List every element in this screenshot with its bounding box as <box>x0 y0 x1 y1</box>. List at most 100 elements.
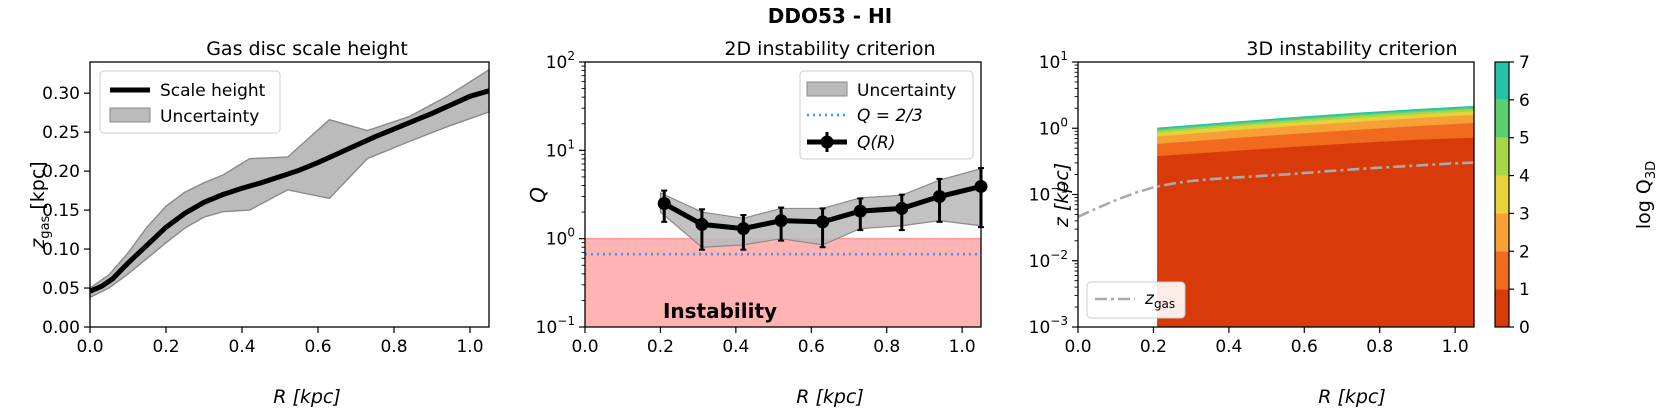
instability-region <box>585 238 981 327</box>
legend-q-marker <box>820 135 834 149</box>
panel3-ytick-label: 10−1 <box>1029 182 1068 206</box>
panel3-xtick-label: 0.6 <box>1291 337 1318 357</box>
panel3-xtick-label: 0.8 <box>1366 337 1393 357</box>
colorbar-segment-6 <box>1495 62 1509 100</box>
scale-height-line <box>89 88 490 294</box>
panel3-ytick-label: 101 <box>1039 49 1068 73</box>
panel2-legend: Uncertainty Q = 2/3 Q(R) <box>799 70 974 160</box>
instability-label: Instability <box>663 299 777 323</box>
panel1-xtick-label: 0.6 <box>304 337 331 357</box>
figure-title: DDO53 - HI <box>768 4 892 28</box>
legend-band-swatch <box>806 81 848 97</box>
q-point <box>736 222 750 236</box>
panel1-ytick-label: 0.20 <box>42 162 80 182</box>
panel2-xtick-label: 0.0 <box>571 337 598 357</box>
panel1-plot-area: 0.0 0.2 0.4 0.6 0.8 1.0 0.00 0.05 0.10 0.15 0.20 0.… <box>42 61 490 357</box>
colorbar: 0 1 2 3 4 5 6 7 <box>1494 53 1530 338</box>
zgas-line <box>1077 161 1475 219</box>
panel1-ylabel-main: z <box>27 238 49 250</box>
colorbar-segment-1 <box>1495 251 1509 290</box>
panel2-ytick-label: 10−1 <box>536 314 575 338</box>
panel1-ytick-label: 0.30 <box>42 84 80 104</box>
colorbar-segment-2 <box>1495 213 1509 252</box>
panel1-xtick-label: 0.4 <box>228 337 255 357</box>
legend-box <box>1086 281 1186 319</box>
colorbar-segment-5 <box>1495 99 1509 138</box>
legend-label-uncertainty: Uncertainty <box>857 81 956 101</box>
panel3-xtick-label: 0.0 <box>1064 337 1091 357</box>
panel-scale-height: Gas disc scale height 0.0 0.2 0.4 0.6 0.8 1.0… <box>27 38 490 408</box>
panel2-xtick-label: 0.6 <box>798 337 825 357</box>
panel-2d-instability: 2D instability criterion Instability 0.0 0… <box>526 38 988 408</box>
panel3-xtick-label: 1.0 <box>1442 337 1469 357</box>
panel3-ytick-label: 10−3 <box>1029 314 1068 338</box>
panel2-xtick-label: 1.0 <box>949 337 976 357</box>
panel3-xtick-label: 0.4 <box>1215 337 1242 357</box>
panel1-ytick-label: 0.10 <box>42 240 80 260</box>
panel1-title: Gas disc scale height <box>206 38 408 60</box>
panel1-ylabel: zgas [kpc] <box>27 161 53 249</box>
panel1-ytick-label: 0.05 <box>42 279 80 299</box>
legend-label-uncertainty: Uncertainty <box>160 107 259 127</box>
panel1-legend: Scale height Uncertainty <box>99 70 281 134</box>
panel1-ylabel-sub: gas <box>38 215 53 238</box>
panel3-ylabel: z [kpc] <box>1051 163 1073 228</box>
panel1-xtick-label: 0.8 <box>380 337 407 357</box>
panel2-frame <box>584 61 982 328</box>
colorbar-label-main: log Q <box>1633 179 1655 229</box>
panel1-xtick-label: 0.0 <box>76 337 103 357</box>
panel3-xlabel-text: R [kpc] <box>1318 386 1386 408</box>
q-point <box>895 201 909 215</box>
panel2-plot-area: Instability 0.0 0.2 0.4 0.6 0.8 1.0 10−1 100 101 1… <box>536 49 988 357</box>
panel-3d-instability: 3D instability criterion 0.0 0.2 0.4 0.6 0.8… <box>1029 38 1659 408</box>
colorbar-tick-label: 3 <box>1519 204 1530 224</box>
panel3-legend: zgas <box>1086 281 1186 319</box>
panel1-xlabel: R [kpc] <box>273 386 341 408</box>
panel2-xtick-label: 0.8 <box>873 337 900 357</box>
panel1-xtick-label: 1.0 <box>456 337 483 357</box>
panel3-plot-area: 0.0 0.2 0.4 0.6 0.8 1.0 10−3 10−2 10−1 100 101 zgas <box>1029 49 1475 357</box>
q-point <box>816 215 830 229</box>
legend-band-swatch <box>109 107 151 123</box>
panel2-xtick-label: 0.4 <box>722 337 749 357</box>
q-point <box>695 217 709 231</box>
panel1-ytick-label: 0.25 <box>42 123 80 143</box>
contour-level-0-1 <box>1157 137 1474 327</box>
legend-label-q: Q(R) <box>857 133 895 153</box>
panel2-xtick-label: 0.2 <box>647 337 674 357</box>
colorbar-tick-label: 5 <box>1519 129 1530 149</box>
colorbar-tick-label: 1 <box>1519 280 1530 300</box>
panel2-ytick-label: 102 <box>546 49 575 73</box>
panel3-ytick-label: 100 <box>1039 115 1068 139</box>
panel3-ytick-label: 10−2 <box>1029 248 1068 272</box>
legend-label-scale-height: Scale height <box>160 81 266 101</box>
q-point <box>933 190 947 204</box>
panel2-ytick-label: 100 <box>546 226 575 250</box>
colorbar-label-sub: 3D <box>1644 161 1659 179</box>
legend-label-zgas: zgas <box>1144 289 1175 311</box>
panel1-ytick-label: 0.00 <box>42 318 80 338</box>
colorbar-tick-label: 7 <box>1519 53 1530 73</box>
colorbar-tick-label: 0 <box>1519 318 1530 338</box>
colorbar-frame <box>1494 61 1510 328</box>
panel3-xlabel: R [kpc] <box>1318 386 1386 408</box>
colorbar-segment-4 <box>1495 137 1509 176</box>
panel1-xlabel-text: R [kpc] <box>273 386 341 408</box>
panel2-ytick-label: 101 <box>546 137 575 161</box>
panel3-title: 3D instability criterion <box>1246 38 1457 60</box>
panel2-ylabel: Q <box>526 187 550 203</box>
panel2-xlabel-text: R [kpc] <box>796 386 864 408</box>
panel2-title: 2D instability criterion <box>724 38 935 60</box>
colorbar-tick-label: 4 <box>1519 167 1530 187</box>
q-point <box>774 214 788 228</box>
legend-label-threshold: Q = 2/3 <box>857 106 923 126</box>
colorbar-segment-3 <box>1495 175 1509 214</box>
colorbar-tick-label: 6 <box>1519 91 1530 111</box>
panel1-ylabel-unit: [kpc] <box>27 161 49 215</box>
q-point <box>657 197 671 211</box>
panel1-frame <box>89 61 490 328</box>
panel1-xtick-label: 0.2 <box>152 337 179 357</box>
colorbar-segment-0 <box>1495 289 1509 327</box>
panel3-xtick-label: 0.2 <box>1140 337 1167 357</box>
